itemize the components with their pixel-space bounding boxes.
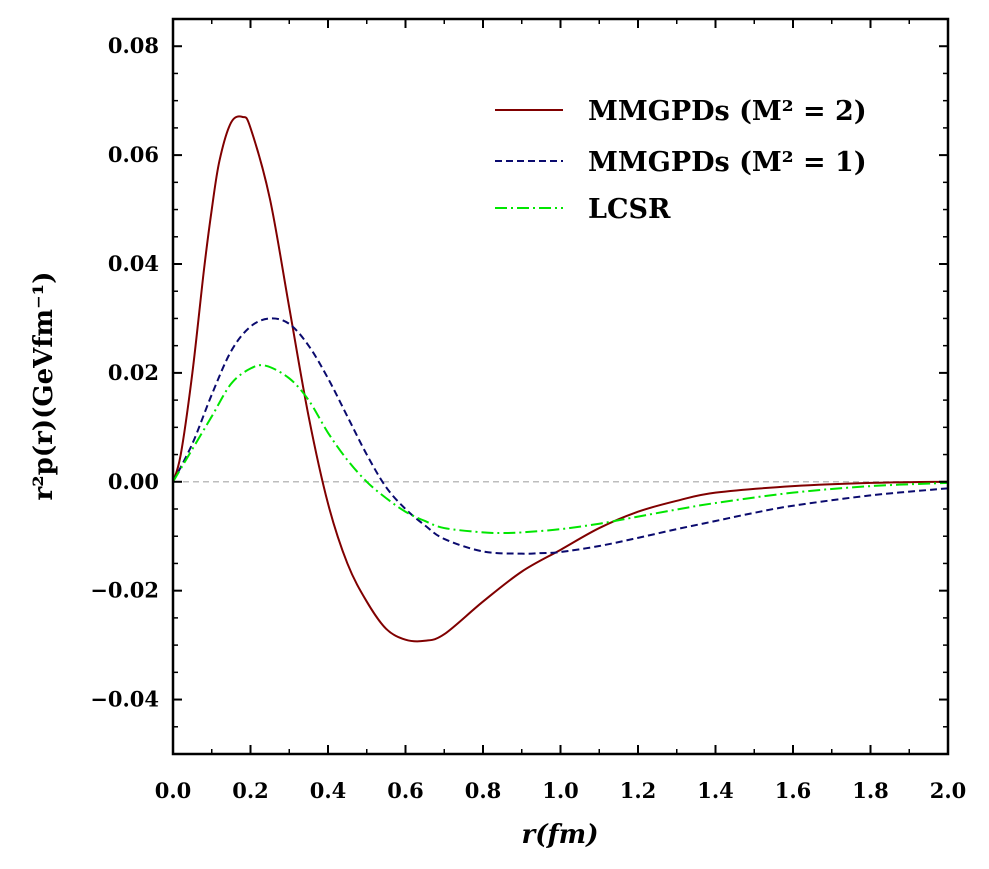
x-axis-label: r(fm): [522, 820, 599, 850]
legend: MMGPDs (M² = 2) MMGPDs (M² = 1) LCSR: [495, 96, 867, 225]
x-tick-label: 2.0: [930, 778, 967, 803]
x-tick-label: 1.4: [697, 778, 734, 803]
legend-label-lcsr: LCSR: [588, 194, 671, 225]
y-tick-label: 0.08: [108, 33, 159, 58]
x-tick-label: 0.4: [310, 778, 347, 803]
legend-label-mmgpds-m2-2: MMGPDs (M² = 2): [588, 96, 867, 127]
tick-label-layer: 0.0 0.2 0.4 0.6 0.8 1.0 1.2 1.4 1.6 1.8 2.0 −0.04 −0…: [90, 33, 966, 803]
series-line-1: [172, 317, 949, 555]
y-axis-label: r²p(r)(GeVfm⁻¹): [29, 272, 59, 501]
plot-frame: [171, 17, 950, 756]
series-line-2: [172, 364, 949, 534]
x-tick-label: 1.6: [775, 778, 812, 803]
y-tick-label: −0.04: [90, 687, 159, 712]
x-tick-label: 0.8: [465, 778, 502, 803]
y-tick-label: 0.06: [108, 142, 159, 167]
x-tick-label: 0.2: [232, 778, 269, 803]
y-tick-label: 0.04: [108, 251, 159, 276]
x-tick-label: 0.6: [387, 778, 424, 803]
series-layer: [172, 115, 949, 643]
x-tick-label: 1.0: [542, 778, 579, 803]
x-axis-label-text: r(fm): [522, 820, 599, 850]
x-tick-label: 1.8: [852, 778, 889, 803]
y-tick-label: 0.00: [108, 469, 159, 494]
x-tick-label: 0.0: [155, 778, 192, 803]
y-tick-label: 0.02: [108, 360, 159, 385]
x-tick-label: 1.2: [620, 778, 657, 803]
legend-label-mmgpds-m2-1: MMGPDs (M² = 1): [588, 147, 867, 178]
y-axis-label-text: r²p(r)(GeVfm⁻¹): [29, 272, 59, 501]
series-line-0: [172, 115, 949, 643]
y-tick-label: −0.02: [90, 578, 159, 603]
